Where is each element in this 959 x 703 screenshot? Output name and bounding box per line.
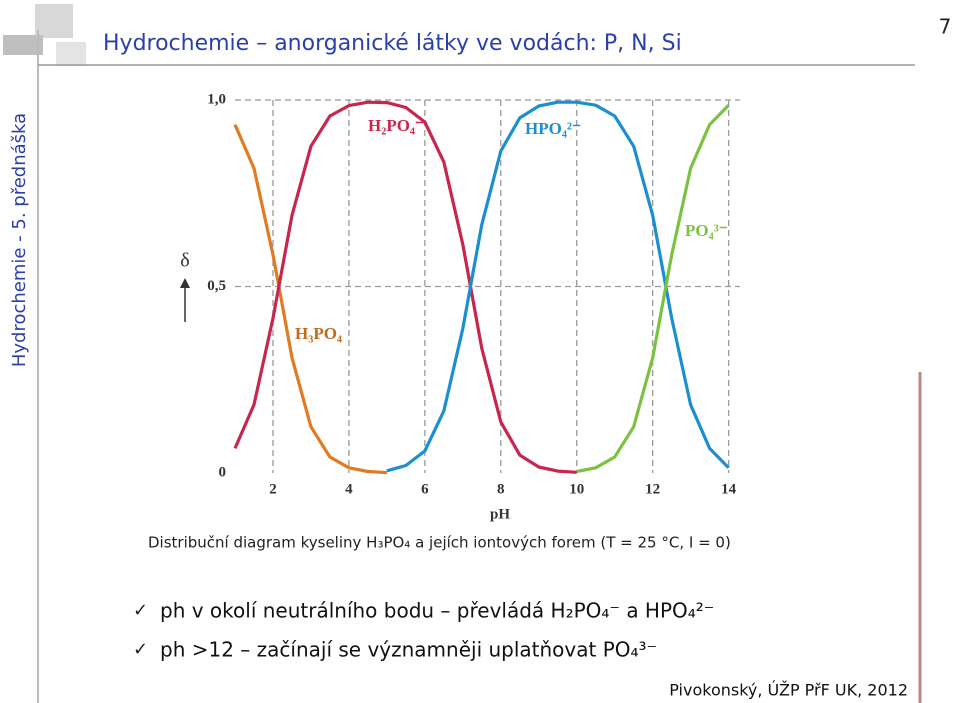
series-line (576, 104, 730, 474)
x-tick-label: 12 (645, 481, 660, 497)
y-axis-arrowhead (180, 278, 190, 288)
slide-title: Hydrochemie – anorganické látky ve vodác… (103, 31, 682, 56)
y-axis-label: δ (180, 250, 189, 272)
series-label: H₃PO₄ (295, 324, 342, 343)
page-number: 7 (939, 15, 952, 39)
series-line (233, 100, 577, 474)
bullet: ph v okolí neutrálního bodu – převládá H… (160, 599, 714, 623)
decor-square (35, 4, 73, 38)
x-tick-label: 14 (721, 481, 737, 497)
series-line (233, 123, 387, 475)
x-tick-label: 4 (345, 481, 353, 497)
sidebar-text: Hydrochemie - 5. přednáška (9, 113, 30, 367)
x-tick-label: 10 (569, 481, 584, 497)
y-tick-label: 0 (219, 464, 227, 480)
decor-square (3, 35, 43, 55)
y-tick-label: 0,5 (207, 278, 226, 294)
x-axis-label: pH (490, 506, 510, 522)
series-label: HPO₄²⁻ (525, 119, 581, 138)
series-label: H₂PO₄⁻ (368, 116, 424, 135)
series-line (386, 100, 730, 473)
x-tick-label: 8 (497, 481, 505, 497)
series-label: PO₄³⁻ (685, 221, 728, 240)
check-mark: ✓ (133, 600, 148, 621)
decor-square (56, 42, 86, 66)
x-tick-label: 2 (269, 481, 277, 497)
y-tick-label: 1,0 (207, 91, 226, 107)
x-tick-label: 6 (421, 481, 429, 497)
bullet: ph >12 – začínají se významněji uplatňov… (160, 638, 657, 662)
footer: Pivokonský, ÚŽP PřF UK, 2012 (669, 681, 908, 700)
check-mark: ✓ (133, 639, 148, 660)
caption: Distribuční diagram kyseliny H₃PO₄ a jej… (148, 534, 731, 552)
